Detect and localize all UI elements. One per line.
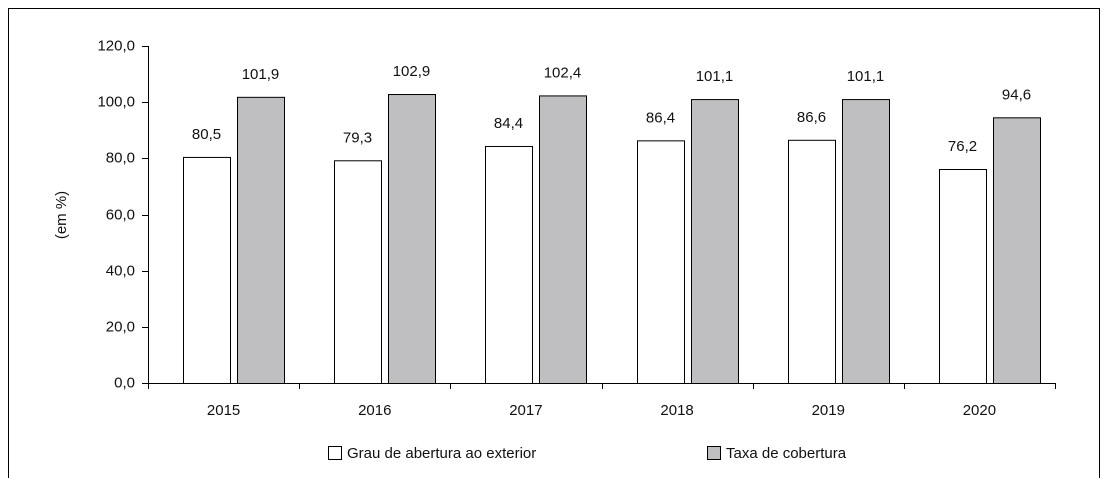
value-label: 101,9 — [242, 66, 280, 83]
legend-label: Taxa de cobertura — [726, 445, 847, 462]
y-tick-label: 80,0 — [106, 149, 135, 166]
legend-swatch — [707, 446, 721, 460]
bar — [691, 99, 739, 384]
x-tick-label: 2018 — [660, 402, 693, 419]
y-tick-label: 40,0 — [106, 262, 135, 279]
bar — [539, 95, 587, 384]
bar — [637, 140, 685, 384]
legend-label: Grau de abertura ao exterior — [347, 445, 536, 462]
frame — [8, 8, 1100, 478]
value-label: 76,2 — [948, 138, 977, 155]
x-tick-label: 2019 — [812, 402, 845, 419]
value-label: 86,6 — [797, 109, 826, 126]
bar — [388, 94, 436, 385]
y-axis-label: (em %) — [53, 191, 70, 239]
value-label: 102,9 — [393, 63, 431, 80]
y-tick-label: 100,0 — [97, 93, 135, 110]
bar — [237, 96, 285, 384]
x-tick-label: 2020 — [963, 402, 996, 419]
bar — [993, 117, 1041, 384]
y-tick-label: 0,0 — [114, 374, 135, 391]
x-tick-label: 2015 — [207, 402, 240, 419]
bar — [842, 99, 890, 384]
bar — [485, 145, 533, 384]
y-tick-label: 20,0 — [106, 318, 135, 335]
bar — [334, 160, 382, 384]
bar — [788, 139, 836, 384]
value-label: 101,1 — [847, 68, 885, 85]
x-tick-label: 2016 — [358, 402, 391, 419]
legend-swatch — [328, 446, 342, 460]
value-label: 79,3 — [343, 129, 372, 146]
value-label: 94,6 — [1002, 86, 1031, 103]
value-label: 84,4 — [494, 115, 523, 132]
x-tick-label: 2017 — [509, 402, 542, 419]
bar — [939, 169, 987, 384]
value-label: 101,1 — [696, 68, 734, 85]
y-tick-label: 60,0 — [106, 206, 135, 223]
value-label: 102,4 — [544, 64, 582, 81]
y-tick-label: 120,0 — [97, 37, 135, 54]
bar — [183, 156, 231, 384]
value-label: 86,4 — [646, 109, 675, 126]
value-label: 80,5 — [192, 126, 221, 143]
